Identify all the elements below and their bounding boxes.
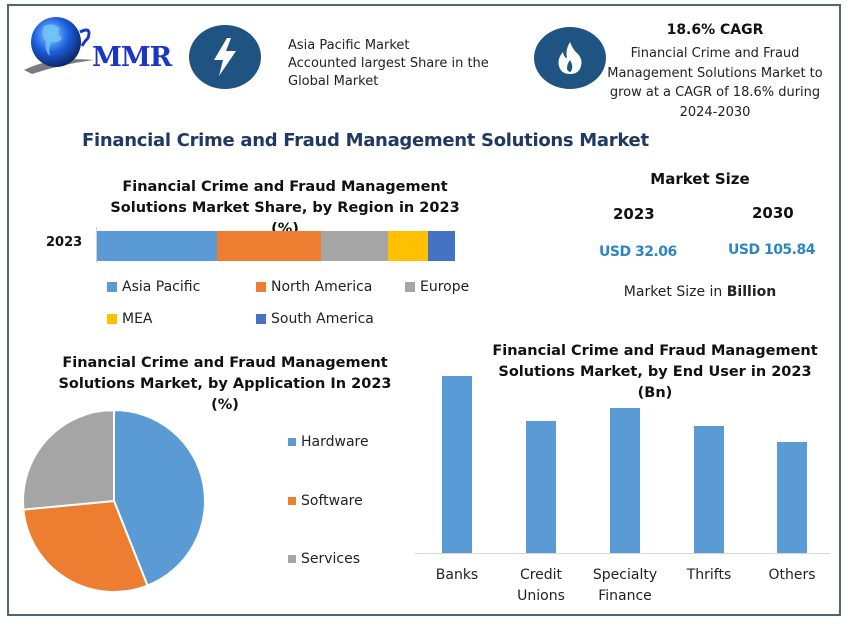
legend-europe: Europe xyxy=(405,279,469,295)
pie-slice-software xyxy=(22,499,149,593)
legend-label: Hardware xyxy=(301,434,369,450)
legend-swatch xyxy=(288,555,296,563)
title-line: Solutions Market, by Application In 2023 xyxy=(58,376,392,392)
bar-credit-unions xyxy=(526,421,556,553)
x-axis-line xyxy=(415,553,830,554)
title-line: Financial Crime and Fraud Management xyxy=(122,179,448,195)
cagr-title: 18.6% CAGR xyxy=(666,22,764,38)
end-user-chart-title: Financial Crime and Fraud Management Sol… xyxy=(480,341,830,404)
title-line: (%) xyxy=(211,397,239,413)
legend-software: Software xyxy=(288,493,363,509)
legend-swatch xyxy=(405,282,415,292)
cagr-line: 2024-2030 xyxy=(679,104,751,120)
title-line: (Bn) xyxy=(637,385,673,401)
flame-icon xyxy=(534,27,606,89)
x-tick-label: Specialty Finance xyxy=(580,565,670,607)
legend-mea: MEA xyxy=(107,311,153,327)
legend-swatch xyxy=(107,282,117,292)
note-line: Asia Pacific Market xyxy=(288,38,410,53)
infographic-frame xyxy=(7,4,841,616)
application-chart-title: Financial Crime and Fraud Management Sol… xyxy=(40,353,410,416)
bar-segment-asia-pacific xyxy=(97,231,217,261)
bar-thrifts xyxy=(694,426,724,553)
bar-banks xyxy=(442,376,472,553)
x-tick-label: Thrifts xyxy=(664,565,754,586)
legend-label: Services xyxy=(301,551,361,567)
bar-specialty-finance xyxy=(610,408,640,553)
legend-swatch xyxy=(256,314,266,324)
legend-label: North America xyxy=(271,279,373,295)
title-line: Financial Crime and Fraud Management xyxy=(62,355,388,371)
legend-services: Services xyxy=(288,551,360,567)
bar-segment-north-america xyxy=(216,231,321,261)
bar-axis-line xyxy=(96,227,97,263)
bar-segment-europe xyxy=(320,231,388,261)
x-tick-label-line: Finance xyxy=(598,588,652,604)
globe-icon xyxy=(24,17,94,74)
x-tick-label: Banks xyxy=(412,565,502,586)
x-tick-label-line: Specialty xyxy=(592,567,658,583)
x-tick-label-line: Credit xyxy=(519,567,563,583)
legend-swatch xyxy=(107,314,117,324)
market-size-unit-note: Market Size in Billion xyxy=(600,284,800,300)
asia-pacific-note: Asia Pacific Market Accounted largest Sh… xyxy=(288,37,508,91)
legend-swatch xyxy=(256,282,266,292)
bar-category-label: 2023 xyxy=(46,235,83,250)
title-line: Solutions Market, by End User in 2023 xyxy=(498,364,812,380)
market-value-2030: USD 105.84 xyxy=(728,242,815,258)
title-line: Financial Crime and Fraud Management xyxy=(492,343,818,359)
legend-asia-pacific: Asia Pacific xyxy=(107,279,200,295)
x-tick-label: Others xyxy=(747,565,837,586)
pie-slice-hardware xyxy=(113,411,206,587)
legend-label: South America xyxy=(271,311,374,327)
mmr-logo: MMR xyxy=(22,12,172,82)
x-tick-label: Credit Unions xyxy=(496,565,586,607)
legend-label: Asia Pacific xyxy=(122,279,201,295)
page-title: Financial Crime and Fraud Management Sol… xyxy=(82,130,649,151)
cagr-line: Management Solutions Market to xyxy=(607,65,823,81)
application-pie-chart xyxy=(22,411,206,593)
cagr-line: Financial Crime and Fraud xyxy=(630,46,800,61)
legend-swatch xyxy=(288,497,296,505)
logo-text: MMR xyxy=(92,42,172,73)
legend-north-america: North America xyxy=(256,279,372,295)
legend-label: MEA xyxy=(122,311,153,327)
x-tick-label-line: Banks xyxy=(435,567,479,583)
legend-hardware: Hardware xyxy=(288,434,369,450)
x-tick-label-line: Others xyxy=(768,567,816,583)
market-value-2023: USD 32.06 xyxy=(599,244,677,260)
bar-segment-mea xyxy=(387,231,428,261)
legend-label: Software xyxy=(301,493,363,509)
cagr-description: Financial Crime and Fraud Management Sol… xyxy=(600,44,830,122)
cagr-line: grow at a CAGR of 18.6% during xyxy=(609,85,821,100)
x-tick-label-line: Thrifts xyxy=(686,567,732,583)
bar-others xyxy=(777,442,807,553)
bar-segment-south-america xyxy=(427,231,455,261)
market-size-title: Market Size xyxy=(650,170,750,188)
note-unit: Billion xyxy=(726,284,777,300)
pie-slice-services xyxy=(22,411,115,511)
legend-south-america: South America xyxy=(256,311,374,327)
note-line: Accounted largest Share in the xyxy=(288,56,489,71)
market-year-2030: 2030 xyxy=(752,204,794,222)
market-year-2023: 2023 xyxy=(613,205,655,223)
region-stacked-bar xyxy=(97,231,455,261)
legend-swatch xyxy=(288,438,296,446)
legend-label: Europe xyxy=(420,279,470,295)
note-prefix: Market Size in xyxy=(623,284,727,300)
x-tick-label-line: Unions xyxy=(517,588,565,604)
lightning-icon xyxy=(189,25,261,89)
note-line: Global Market xyxy=(288,74,379,89)
